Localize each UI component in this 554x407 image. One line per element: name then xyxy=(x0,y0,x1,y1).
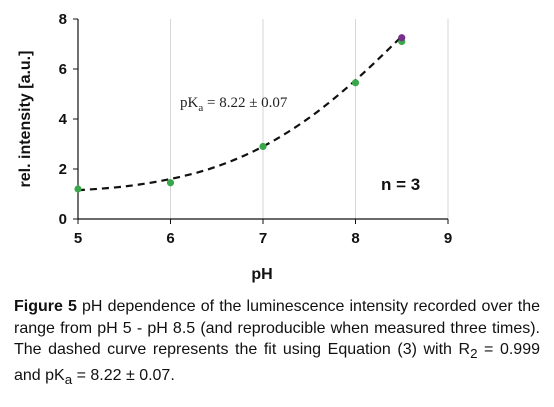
y-tick-label: 0 xyxy=(59,211,67,228)
x-tick-label: 9 xyxy=(444,230,452,247)
x-tick-label: 7 xyxy=(259,230,267,247)
n-annotation: n = 3 xyxy=(381,175,420,194)
y-tick-label: 4 xyxy=(59,111,68,128)
chart: 5 6 7 8 9 0 2 4 6 8 pKa = 8.22 ± 0.07 n = 3 pH r… xyxy=(17,11,452,283)
x-tick-label: 6 xyxy=(166,230,174,247)
x-tick-label: 8 xyxy=(351,230,359,247)
data-point xyxy=(351,79,360,87)
data-point xyxy=(166,179,175,187)
y-ticks: 0 2 4 6 8 xyxy=(59,11,78,228)
y-tick-label: 8 xyxy=(59,11,67,28)
x-ticks: 5 6 7 8 9 xyxy=(74,219,452,247)
pka-annotation: pKa = 8.22 ± 0.07 xyxy=(180,95,288,114)
data-point xyxy=(259,142,267,151)
y-axis-label: rel. intensity [a.u.] xyxy=(17,51,34,188)
data-points xyxy=(74,34,406,193)
data-point xyxy=(74,185,82,193)
x-axis-label: pH xyxy=(251,266,272,283)
x-tick-label: 5 xyxy=(74,230,82,247)
y-tick-label: 6 xyxy=(59,61,67,78)
y-tick-label: 2 xyxy=(59,161,67,178)
data-point xyxy=(398,34,406,42)
figure-label: Figure 5 xyxy=(14,298,77,315)
figure-caption: Figure 5 pH dependence of the luminescen… xyxy=(14,298,541,387)
fit-curve xyxy=(77,35,403,192)
